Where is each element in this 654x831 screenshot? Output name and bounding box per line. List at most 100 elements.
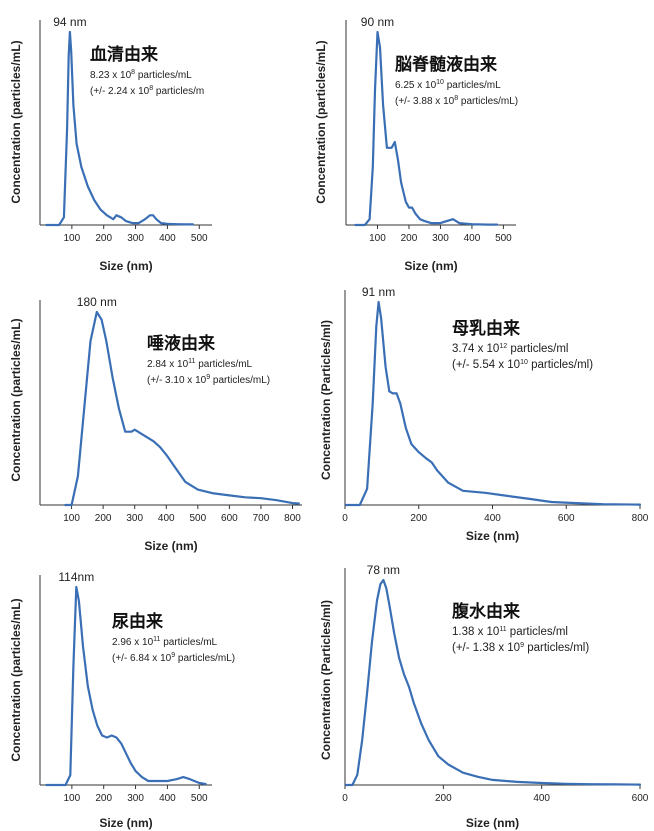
concentration-mantissa: 3.74 x 10 [452, 343, 499, 355]
concentration-exponent: 10 [436, 79, 444, 86]
distribution-curve [344, 300, 642, 507]
y-axis-label: Concentration (particles/mL) [314, 40, 328, 203]
concentration-mantissa: 1.38 x 10 [452, 626, 499, 638]
x-axis-label: Size (nm) [99, 816, 152, 830]
x-tick-label: 400 [484, 513, 501, 524]
chart-panel-4: 0 200 400 600 800 Size (nm) Concentration (Par… [319, 285, 649, 543]
x-tick-label: 800 [284, 513, 301, 524]
x-tick-label: 300 [127, 233, 144, 244]
error-prefix: (+/- 1.38 x 10 [452, 642, 520, 654]
y-axis-label: Concentration (Particles/ml) [319, 600, 333, 760]
error-suffix: particles/m [153, 86, 204, 97]
error-exponent: 9 [206, 374, 210, 381]
concentration-unit: particles/mL [444, 80, 501, 91]
concentration-unit: particles/mL [135, 70, 192, 81]
x-tick-label: 400 [159, 793, 176, 804]
error-suffix: particles/mL) [458, 96, 518, 107]
error-exponent: 9 [171, 652, 175, 659]
error-text: (+/- 6.84 x 109 particles/mL) [112, 652, 235, 664]
concentration-mantissa: 6.25 x 10 [395, 80, 437, 91]
x-tick-label: 400 [533, 793, 550, 804]
distribution-curve [344, 578, 642, 787]
x-tick-label: 100 [64, 233, 81, 244]
peak-size-label: 90 nm [361, 15, 394, 29]
distribution-curve [354, 30, 499, 227]
concentration-mantissa: 2.84 x 10 [147, 359, 189, 370]
x-tick-label: 100 [369, 233, 386, 244]
concentration-text: 1.38 x 1011 particles/ml [452, 626, 568, 638]
concentration-exponent: 11 [188, 358, 195, 365]
concentration-exponent: 8 [131, 69, 135, 76]
error-exponent: 8 [454, 95, 458, 102]
x-tick-label: 200 [95, 513, 112, 524]
concentration-text: 2.84 x 1011 particles/mL [147, 358, 253, 370]
chart-panel-1: 100 200 300 400 500 Size (nm) Concentration (p… [9, 15, 212, 273]
error-prefix: (+/- 6.84 x 10 [112, 653, 172, 664]
x-tick-label: 0 [342, 793, 348, 804]
error-text: (+/- 2.24 x 108 particles/m [90, 85, 204, 97]
x-axis-label: Size (nm) [144, 539, 197, 553]
x-tick-label: 100 [63, 513, 80, 524]
x-tick-label: 300 [126, 513, 143, 524]
concentration-mantissa: 8.23 x 10 [90, 70, 132, 81]
error-text: (+/- 1.38 x 109 particles/ml) [452, 642, 589, 654]
error-suffix: particles/mL) [210, 375, 270, 386]
concentration-unit: particles/mL [195, 359, 252, 370]
x-tick-label: 200 [95, 233, 112, 244]
x-tick-label: 200 [410, 513, 427, 524]
y-axis-label: Concentration (particles/mL) [9, 40, 23, 203]
y-axis-label: Concentration (Particles/ml) [319, 320, 333, 480]
peak-size-label: 114nm [58, 570, 94, 584]
concentration-unit: particles/mL [160, 637, 217, 648]
concentration-text: 2.96 x 1011 particles/mL [112, 636, 218, 648]
x-tick-label: 400 [158, 513, 175, 524]
error-text: (+/- 3.10 x 109 particles/mL) [147, 374, 270, 386]
x-axis-label: Size (nm) [466, 816, 519, 830]
x-tick-label: 200 [435, 793, 452, 804]
y-axis-label: Concentration (particles/mL) [9, 598, 23, 761]
x-tick-label: 0 [342, 513, 348, 524]
error-exponent: 8 [149, 85, 153, 92]
y-axis-label: Concentration (particles/mL) [9, 318, 23, 481]
x-tick-label: 200 [95, 793, 112, 804]
x-tick-label: 500 [191, 233, 208, 244]
sample-source-title: 血清由来 [90, 44, 159, 65]
concentration-exponent: 11 [499, 626, 506, 633]
peak-size-label: 180 nm [77, 295, 117, 309]
concentration-unit: particles/ml [507, 343, 568, 355]
sample-source-title: 腹水由来 [452, 601, 521, 622]
x-axis-label: Size (nm) [99, 259, 152, 273]
x-tick-label: 700 [253, 513, 270, 524]
x-tick-label: 300 [127, 793, 144, 804]
x-axis-label: Size (nm) [466, 529, 519, 543]
chart-panel-6: 0 200 400 600 Size (nm) Concentration (Partic… [319, 563, 649, 830]
chart-panel-3: 100 200 300 400 500 600 700 800 Size (nm) Concent… [9, 295, 302, 553]
concentration-text: 6.25 x 1010 particles/mL [395, 79, 501, 91]
error-prefix: (+/- 3.10 x 10 [147, 375, 207, 386]
x-tick-label: 500 [191, 793, 208, 804]
concentration-text: 3.74 x 1012 particles/ml [452, 343, 568, 355]
peak-size-label: 94 nm [53, 15, 86, 29]
x-tick-label: 600 [558, 513, 575, 524]
distribution-curve [45, 30, 194, 227]
error-exponent: 9 [520, 642, 524, 649]
x-tick-label: 600 [632, 793, 649, 804]
sample-source-title: 脳脊髄液由来 [395, 54, 498, 75]
chart-panel-2: 100 200 300 400 500 Size (nm) Concentration (p… [314, 15, 518, 273]
x-axis-label: Size (nm) [404, 259, 457, 273]
concentration-unit: particles/ml [507, 626, 568, 638]
x-tick-label: 400 [464, 233, 481, 244]
sample-source-title: 母乳由来 [452, 318, 521, 339]
distribution-curve [45, 585, 207, 787]
concentration-exponent: 12 [499, 343, 507, 350]
error-text: (+/- 3.88 x 108 particles/mL) [395, 95, 518, 107]
error-suffix: particles/ml) [528, 359, 593, 371]
error-prefix: (+/- 2.24 x 10 [90, 86, 150, 97]
distribution-curve [64, 310, 300, 507]
error-suffix: particles/ml) [524, 642, 589, 654]
x-tick-label: 300 [432, 233, 449, 244]
concentration-mantissa: 2.96 x 10 [112, 637, 154, 648]
sample-source-title: 唾液由来 [147, 333, 216, 354]
peak-size-label: 91 nm [362, 285, 395, 299]
